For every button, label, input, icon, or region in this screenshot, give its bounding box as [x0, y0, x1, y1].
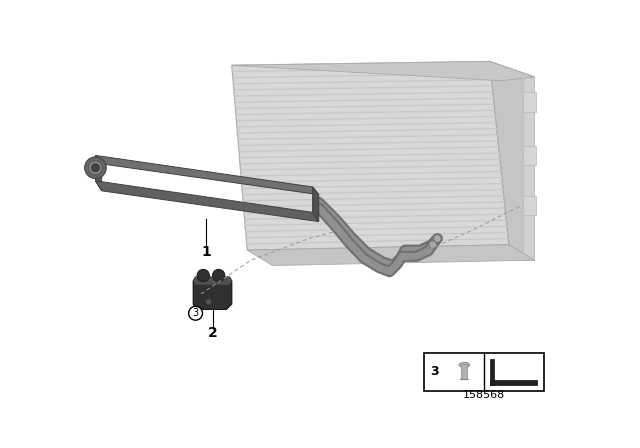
Bar — [461, 364, 467, 379]
Polygon shape — [193, 277, 232, 310]
Bar — [424, 353, 543, 391]
Circle shape — [205, 299, 212, 305]
Circle shape — [212, 269, 225, 282]
Circle shape — [433, 235, 441, 242]
Text: 1: 1 — [202, 246, 211, 259]
Polygon shape — [523, 92, 536, 112]
Polygon shape — [193, 277, 232, 285]
Circle shape — [429, 241, 436, 249]
Polygon shape — [490, 61, 534, 260]
Polygon shape — [312, 187, 319, 222]
Circle shape — [189, 306, 202, 320]
Circle shape — [197, 269, 209, 282]
Polygon shape — [95, 181, 319, 222]
Ellipse shape — [459, 362, 470, 367]
Polygon shape — [95, 155, 319, 195]
Polygon shape — [523, 196, 536, 215]
Polygon shape — [523, 77, 534, 260]
Polygon shape — [232, 61, 509, 250]
Polygon shape — [247, 245, 534, 266]
Bar — [490, 380, 537, 385]
Circle shape — [88, 161, 102, 175]
Text: 158568: 158568 — [463, 390, 505, 400]
Circle shape — [92, 164, 99, 172]
Bar — [490, 359, 494, 385]
Text: 2: 2 — [207, 326, 218, 340]
Circle shape — [84, 157, 106, 178]
Text: 3: 3 — [193, 308, 198, 318]
Polygon shape — [95, 155, 102, 191]
Polygon shape — [523, 146, 536, 165]
Polygon shape — [232, 61, 534, 81]
Text: 3: 3 — [431, 365, 439, 378]
